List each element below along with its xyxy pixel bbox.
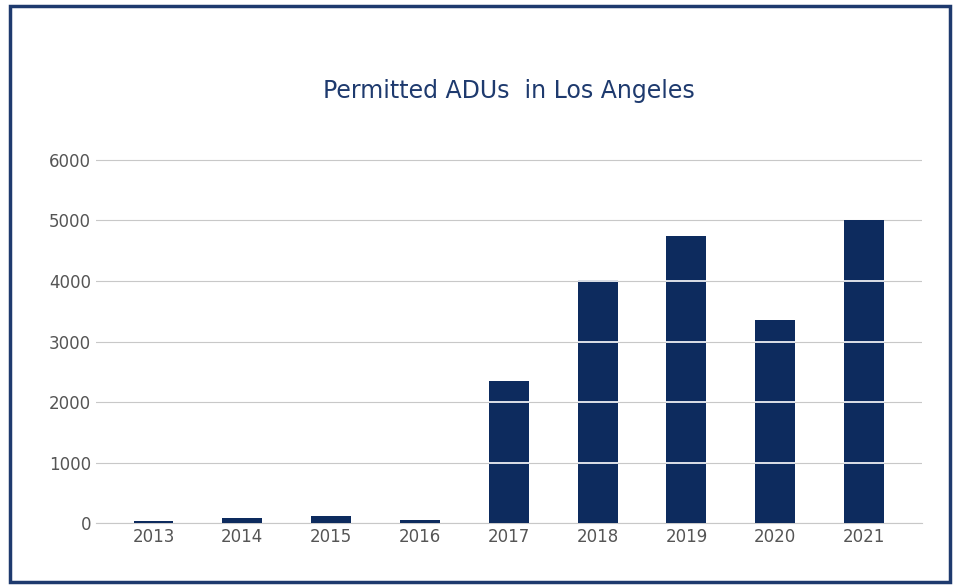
Bar [578,280,617,523]
Bar [756,320,795,523]
Bar [133,520,174,523]
Bar [844,220,884,523]
Bar [223,519,262,523]
Bar [666,236,707,523]
Bar [311,516,351,523]
Bar [489,381,529,523]
Title: Permitted ADUs  in Los Angeles: Permitted ADUs in Los Angeles [323,79,695,103]
Bar [400,520,440,523]
